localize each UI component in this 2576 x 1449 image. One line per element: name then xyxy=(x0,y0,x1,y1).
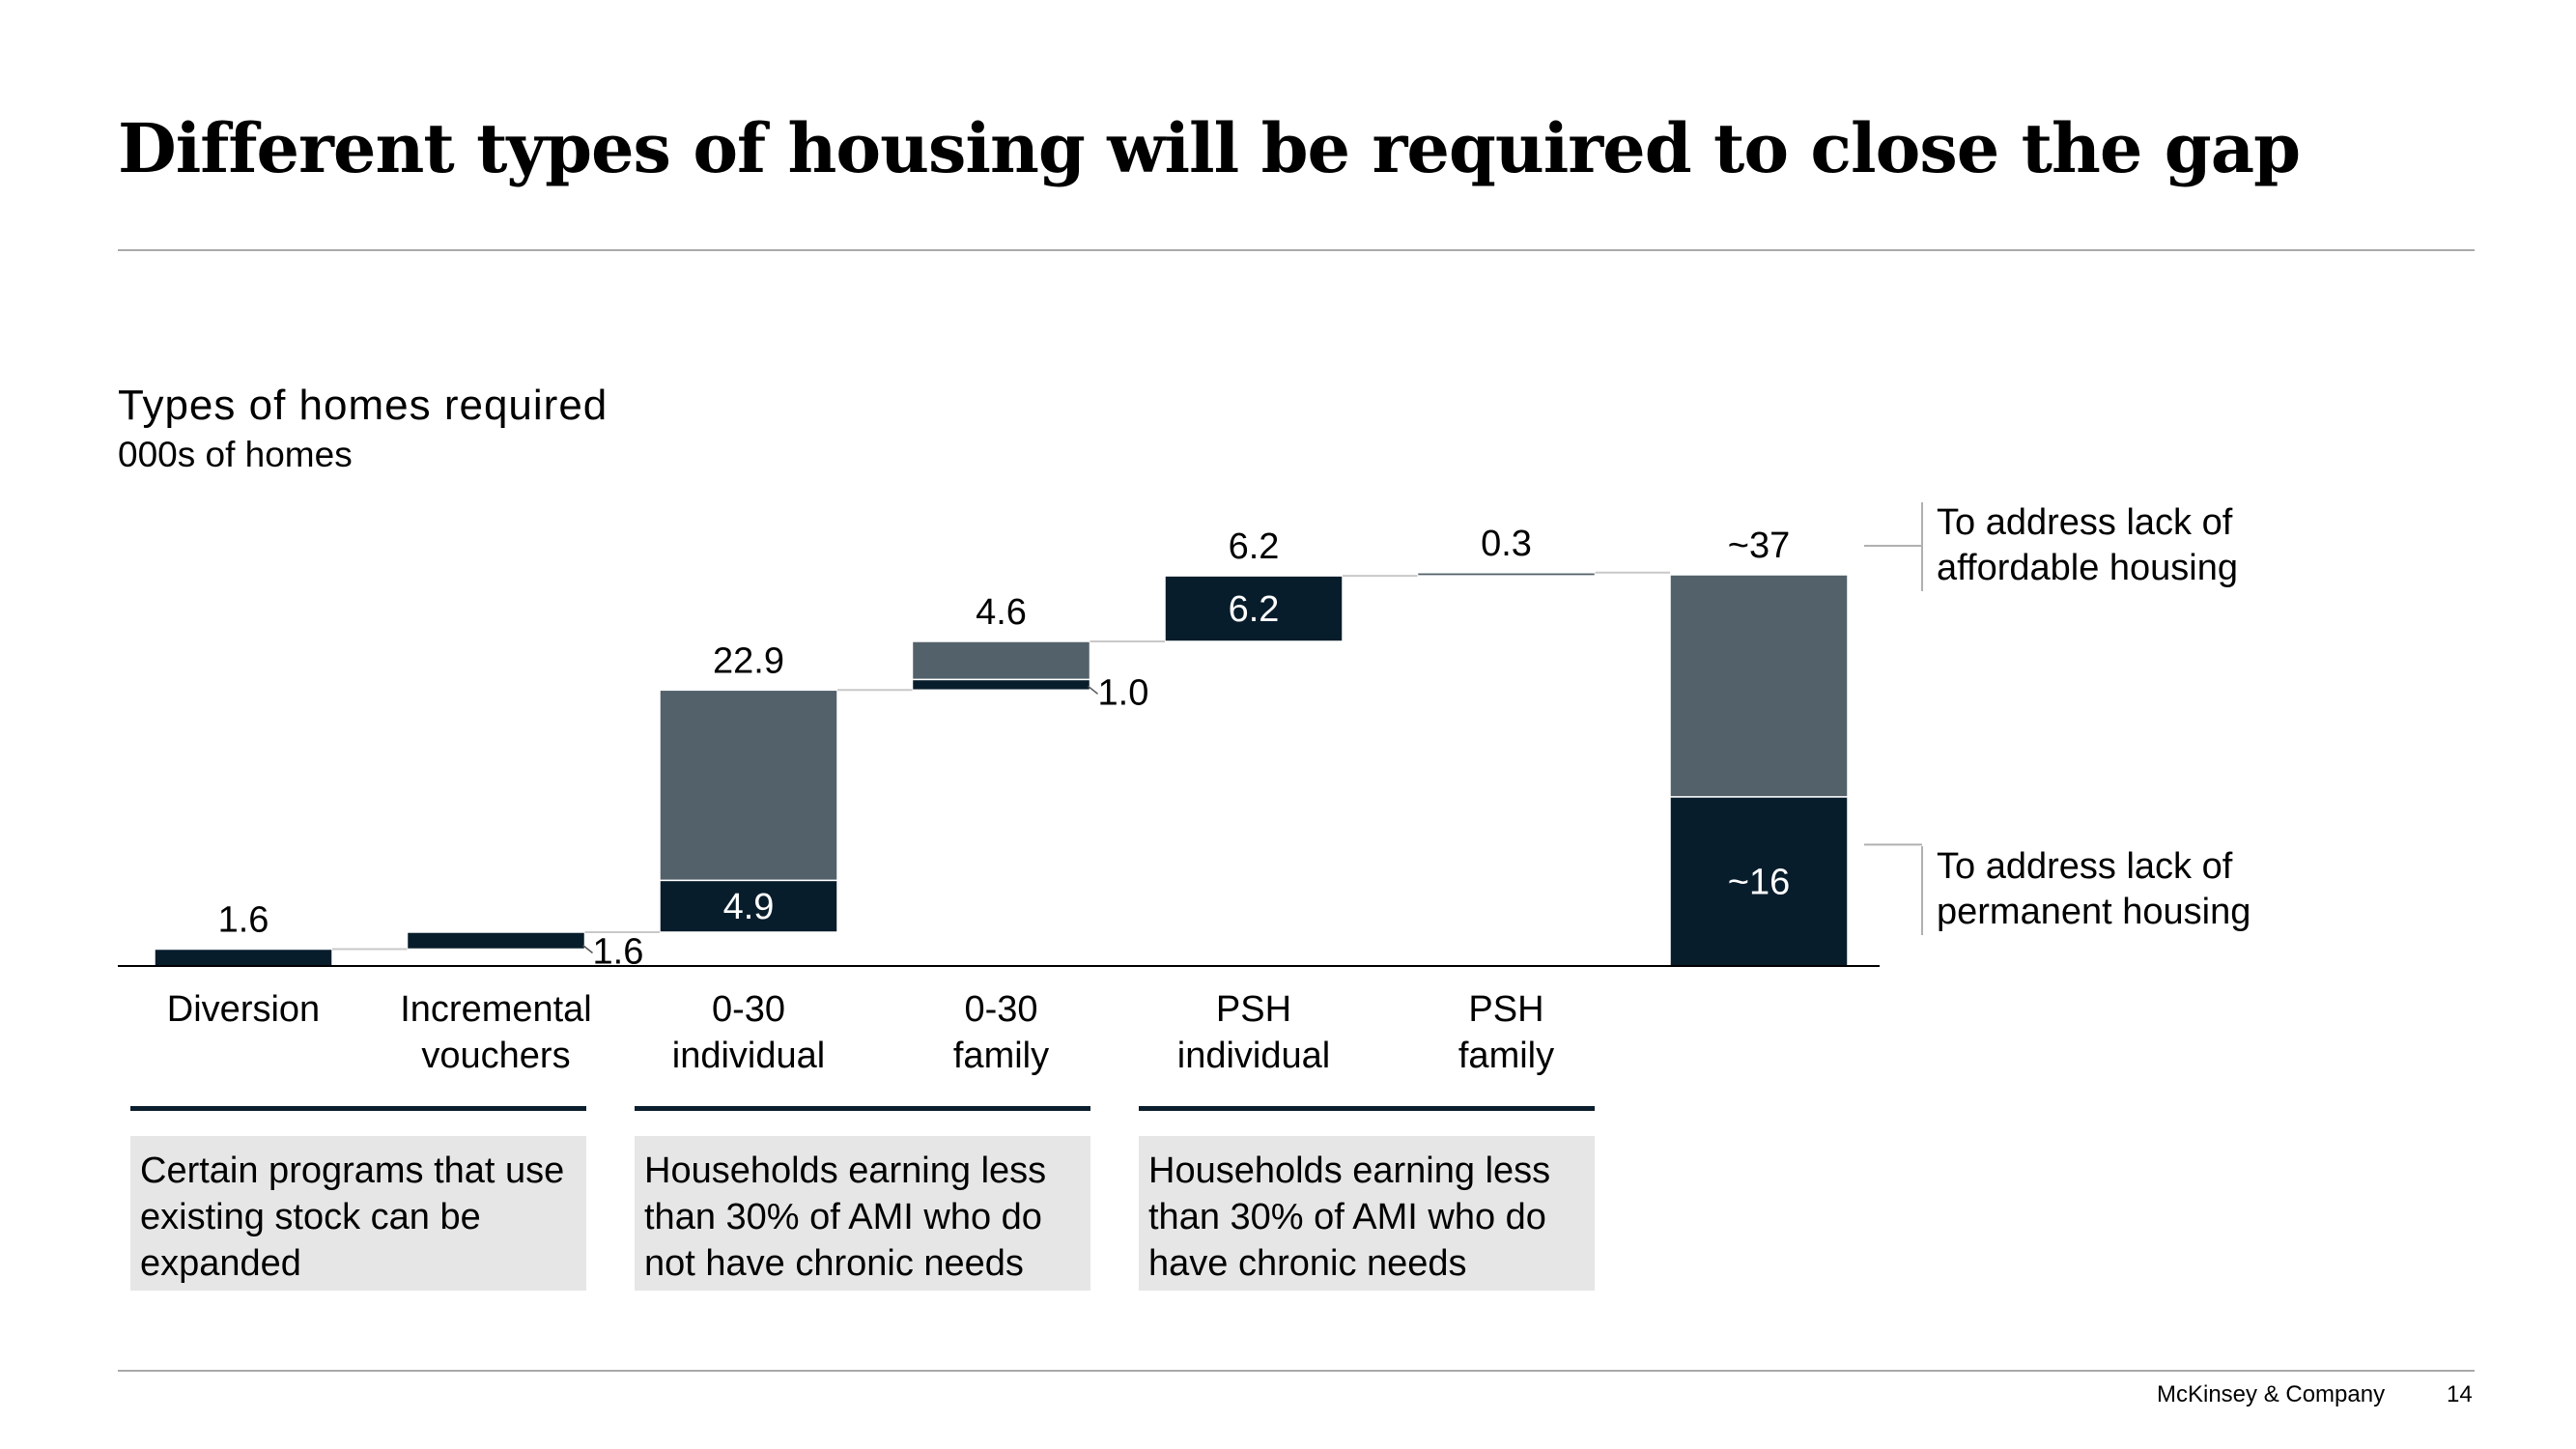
bar-segment-affordable xyxy=(1416,572,1597,577)
chart-unit: 000s of homes xyxy=(118,435,353,474)
category-label: vouchers xyxy=(421,1036,570,1076)
bar-total-label: 4.6 xyxy=(976,592,1027,633)
segment-value-label: 4.9 xyxy=(723,887,775,927)
side-label-leader xyxy=(582,944,593,954)
title-divider xyxy=(118,249,2475,251)
category-label: PSH xyxy=(1216,989,1291,1030)
legend-permanent-line: permanent housing xyxy=(1937,892,2251,932)
bar-segment-permanent xyxy=(911,678,1091,692)
group-underline-2 xyxy=(635,1106,1090,1111)
bar-segment-permanent xyxy=(659,879,838,933)
bar-total-label: 6.2 xyxy=(1229,526,1280,567)
group-note-2: Households earning less than 30% of AMI … xyxy=(635,1136,1090,1291)
footer-brand: McKinsey & Company xyxy=(2157,1381,2386,1407)
category-label: family xyxy=(953,1036,1049,1076)
footer-divider xyxy=(118,1370,2475,1372)
group-note-3: Households earning less than 30% of AMI … xyxy=(1139,1136,1595,1291)
category-label: Incremental xyxy=(400,989,592,1030)
group-note-1: Certain programs that use existing stock… xyxy=(130,1136,586,1291)
category-label: Diversion xyxy=(167,989,320,1030)
group-note-line: have chronic needs xyxy=(1148,1243,1467,1284)
legend-affordable-line: To address lack of xyxy=(1937,502,2233,543)
bar-segment-permanent xyxy=(1164,575,1344,642)
bar-segment-affordable xyxy=(1669,574,1849,798)
segment-value-label: 6.2 xyxy=(1229,589,1280,630)
legend-affordable: To address lack of affordable housing xyxy=(1937,500,2238,591)
category-label: 0-30 xyxy=(712,989,785,1030)
legend-permanent-line: To address lack of xyxy=(1937,846,2233,887)
bar-total-label: 22.9 xyxy=(713,640,784,681)
bar-segment-affordable xyxy=(911,640,1091,681)
bar-segment-permanent xyxy=(406,931,586,951)
group-note-line: Households earning less xyxy=(1148,1151,1551,1191)
segment-value-label: ~16 xyxy=(1728,862,1790,902)
side-label-leader xyxy=(1088,685,1098,695)
group-underline-1 xyxy=(130,1106,586,1111)
bar-total-label: 1.6 xyxy=(218,899,269,940)
group-note-line: Households earning less xyxy=(644,1151,1047,1191)
legend-permanent: To address lack of permanent housing xyxy=(1937,844,2250,935)
group-note-line: than 30% of AMI who do xyxy=(1148,1197,1546,1237)
bar-side-label: 1.0 xyxy=(1098,672,1149,713)
group-note-line: than 30% of AMI who do xyxy=(644,1197,1042,1237)
bar-total-label: 0.3 xyxy=(1481,524,1532,564)
category-label: individual xyxy=(672,1036,825,1076)
bar-segment-permanent xyxy=(1669,796,1849,967)
group-underline-3 xyxy=(1139,1106,1595,1111)
group-note-line: existing stock can be xyxy=(140,1197,481,1237)
legend-affordable-line: affordable housing xyxy=(1937,548,2238,588)
group-note-line: expanded xyxy=(140,1243,301,1284)
category-label: individual xyxy=(1177,1036,1330,1076)
bar-segment-permanent xyxy=(154,948,333,967)
page-number: 14 xyxy=(2447,1381,2473,1407)
group-note-line: Certain programs that use xyxy=(140,1151,565,1191)
category-label: family xyxy=(1458,1036,1554,1076)
group-note-line: not have chronic needs xyxy=(644,1243,1024,1284)
bar-segment-affordable xyxy=(659,689,838,882)
bar-total-label: ~37 xyxy=(1728,526,1790,566)
category-label: PSH xyxy=(1468,989,1543,1030)
page-title: Different types of housing will be requi… xyxy=(118,108,2301,188)
chart-title: Types of homes required xyxy=(118,382,609,429)
category-label: 0-30 xyxy=(964,989,1037,1030)
